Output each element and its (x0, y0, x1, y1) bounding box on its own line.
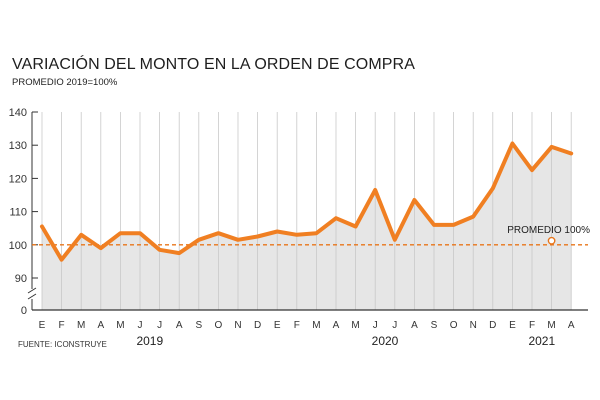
x-tick-label: M (116, 320, 124, 331)
y-tick-label: 110 (9, 207, 27, 219)
x-tick-label: M (312, 320, 320, 331)
chart-subtitle: PROMEDIO 2019=100% (12, 77, 118, 88)
year-label: 2021 (528, 334, 555, 348)
data-point (99, 247, 102, 250)
axis-break-mark (27, 287, 37, 294)
data-point (139, 232, 142, 235)
data-point (531, 169, 534, 172)
year-label: 2019 (136, 334, 163, 348)
data-point (178, 252, 181, 255)
data-point (570, 152, 573, 155)
data-point (256, 235, 259, 238)
x-tick-label: J (138, 320, 143, 331)
y-tick-label: 100 (9, 240, 27, 252)
data-point (80, 233, 83, 236)
x-tick-label: A (97, 320, 104, 331)
series-line (40, 141, 574, 262)
x-tick-label: O (450, 320, 458, 331)
data-point (119, 232, 122, 235)
x-tick-label: D (489, 320, 496, 331)
y-tick-label: 120 (9, 173, 27, 185)
data-point (60, 258, 63, 261)
x-tick-label: S (431, 320, 438, 331)
data-point (472, 215, 475, 218)
data-point (217, 232, 220, 235)
x-tick-label: A (176, 320, 183, 331)
x-tick-label: A (568, 320, 575, 331)
chart-area-fill (42, 143, 572, 310)
chart-title: VARIACIÓN DEL MONTO EN LA ORDEN DE COMPR… (12, 56, 415, 73)
x-tick-label: J (157, 320, 162, 331)
x-tick-label: M (351, 320, 359, 331)
x-tick-label: F (294, 320, 300, 331)
data-point (41, 225, 44, 228)
x-tick-label: M (77, 320, 85, 331)
x-tick-label: N (234, 320, 241, 331)
x-tick-label: J (373, 320, 378, 331)
year-label: 2020 (372, 334, 399, 348)
x-tick-label: A (333, 320, 340, 331)
data-point (158, 248, 161, 251)
reference-marker (547, 236, 556, 245)
x-tick-label: O (215, 320, 223, 331)
data-point (197, 238, 200, 241)
x-tick-label: N (470, 320, 477, 331)
x-tick-label: M (547, 320, 555, 331)
data-point (413, 198, 416, 201)
y-tick-label: 0 (21, 305, 27, 317)
x-tick-label: A (411, 320, 418, 331)
x-tick-label: E (274, 320, 281, 331)
y-tick-label: 90 (15, 273, 27, 285)
chart-source: FUENTE: ICONSTRUYE (18, 340, 107, 349)
x-tick-label: E (509, 320, 516, 331)
data-point (452, 223, 455, 226)
x-tick-label: F (529, 320, 535, 331)
data-point (374, 189, 377, 192)
x-tick-label: S (195, 320, 202, 331)
axis-break-mark (27, 293, 37, 300)
data-point (295, 233, 298, 236)
x-tick-label: J (392, 320, 397, 331)
x-tick-label: E (39, 320, 46, 331)
data-point (491, 187, 494, 190)
x-tick-label: D (254, 320, 261, 331)
data-point (433, 223, 436, 226)
reference-label: PROMEDIO 100% (507, 225, 590, 236)
data-point (276, 230, 279, 233)
data-point (354, 225, 357, 228)
x-tick-label: F (59, 320, 65, 331)
data-point (550, 145, 553, 148)
data-point (335, 217, 338, 220)
data-point (511, 142, 514, 145)
data-point (237, 238, 240, 241)
data-point (393, 238, 396, 241)
y-tick-label: 130 (9, 140, 27, 152)
y-tick-label: 140 (9, 107, 27, 119)
data-point (315, 232, 318, 235)
